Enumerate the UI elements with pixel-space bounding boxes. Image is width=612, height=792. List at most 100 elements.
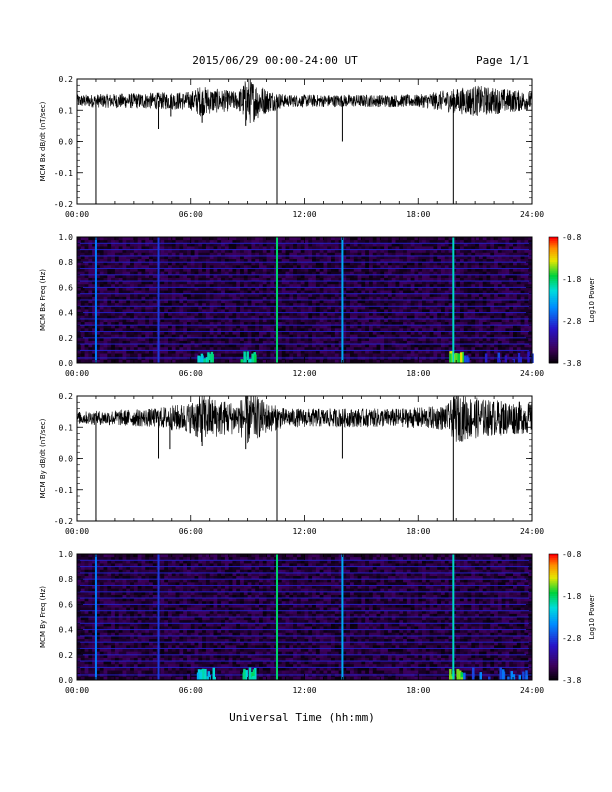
heatmap-cell — [171, 309, 176, 313]
heatmap-cell — [111, 287, 116, 291]
heatmap-cell — [467, 249, 472, 254]
heatmap-cell — [475, 315, 480, 320]
burst-cell — [254, 354, 257, 363]
heatmap-cell — [251, 255, 256, 260]
heatmap-cell — [277, 293, 283, 298]
heatmap-cell — [149, 243, 154, 247]
heatmap-cell — [410, 268, 415, 272]
heatmap-cell — [319, 237, 324, 241]
heatmap-cell — [107, 281, 112, 285]
heatmap-cell — [107, 243, 112, 247]
heatmap-cell — [285, 315, 290, 320]
heatmap-cell — [486, 284, 491, 288]
heatmap-cell — [365, 315, 370, 320]
heatmap-cell — [164, 287, 169, 291]
heatmap-cell — [224, 240, 229, 244]
heatmap-cell — [478, 296, 484, 301]
heatmap-cell — [285, 274, 290, 279]
heatmap-cell — [327, 322, 332, 326]
heatmap-cell — [395, 290, 400, 294]
heatmap-cell — [437, 265, 442, 269]
heatmap-cell — [467, 271, 472, 276]
heatmap-cell — [334, 315, 339, 320]
heatmap-cell — [482, 262, 487, 266]
heatmap-cell — [221, 259, 226, 263]
heatmap-cell — [175, 300, 180, 304]
heatmap-cell — [175, 243, 180, 247]
heatmap-cell — [217, 281, 222, 285]
heatmap-cell — [315, 255, 320, 260]
heatmap-cell — [224, 243, 229, 247]
heatmap-cell — [368, 255, 374, 260]
heatmap-cell — [190, 287, 195, 291]
heatmap-cell — [114, 255, 120, 260]
heatmap-cell — [399, 259, 404, 263]
heatmap-cell — [205, 284, 211, 288]
heatmap-cell — [126, 243, 131, 247]
heatmap-cell — [406, 243, 411, 247]
heatmap-cell — [179, 284, 184, 288]
heatmap-cell — [240, 243, 245, 247]
heatmap-cell — [361, 315, 366, 320]
heatmap-cell — [304, 300, 309, 304]
heatmap-cell — [300, 322, 305, 326]
heatmap-cell — [471, 290, 476, 294]
heatmap-cell — [262, 240, 267, 244]
heatmap-cell — [475, 271, 480, 276]
heatmap-cell — [448, 240, 453, 244]
heatmap-cell — [179, 318, 184, 323]
heatmap-cell — [528, 281, 533, 285]
heatmap-cell — [111, 322, 116, 326]
heatmap-cell — [395, 281, 400, 285]
heatmap-cell — [331, 300, 336, 304]
heatmap-cell — [437, 290, 442, 294]
heatmap-cell — [524, 312, 529, 317]
heatmap-cell — [403, 243, 408, 247]
heatmap-cell — [513, 306, 518, 310]
heatmap-cell — [217, 265, 222, 269]
heatmap-cell — [456, 271, 461, 276]
heatmap-cell — [80, 281, 85, 285]
heatmap-cell — [107, 255, 112, 260]
heatmap-cell — [471, 318, 476, 323]
heatmap-cell — [88, 309, 93, 313]
heatmap-cell — [304, 255, 309, 260]
heatmap-cell — [433, 274, 438, 279]
heatmap-cell — [452, 271, 457, 276]
heatmap-cell — [437, 284, 442, 288]
heatmap-cell — [437, 287, 442, 291]
heatmap-cell — [524, 240, 529, 244]
heatmap-cell — [353, 309, 358, 313]
heatmap-cell — [77, 296, 82, 301]
heatmap-cell — [103, 259, 108, 263]
heatmap-cell — [171, 237, 176, 241]
heatmap-cell — [198, 274, 203, 279]
heatmap-cell — [441, 290, 446, 294]
heatmap-cell — [111, 252, 116, 257]
heatmap-cell — [194, 237, 199, 241]
heatmap-cell — [175, 315, 180, 320]
heatmap-cell — [88, 284, 93, 288]
heatmap-cell — [205, 315, 211, 320]
heatmap-cell — [471, 277, 476, 282]
heatmap-cell — [509, 290, 514, 294]
heatmap-cell — [251, 284, 256, 288]
heatmap-cell — [183, 322, 188, 326]
heatmap-cell — [300, 318, 305, 323]
heatmap-cell — [372, 309, 377, 313]
heatmap-cell — [224, 249, 229, 254]
heatmap-cell — [95, 284, 101, 288]
heatmap-cell — [327, 287, 332, 291]
heatmap-cell — [300, 290, 305, 294]
heatmap-cell — [247, 318, 252, 323]
heatmap-cell — [259, 265, 264, 269]
heatmap-cell — [467, 284, 472, 288]
heatmap-cell — [194, 240, 199, 244]
heatmap-cell — [437, 293, 442, 298]
heatmap-cell — [259, 246, 264, 250]
heatmap-cell — [77, 246, 82, 250]
heatmap-cell — [202, 290, 207, 294]
heatmap-cell — [289, 237, 294, 241]
heatmap-cell — [395, 293, 400, 298]
heatmap-cell — [99, 255, 104, 260]
